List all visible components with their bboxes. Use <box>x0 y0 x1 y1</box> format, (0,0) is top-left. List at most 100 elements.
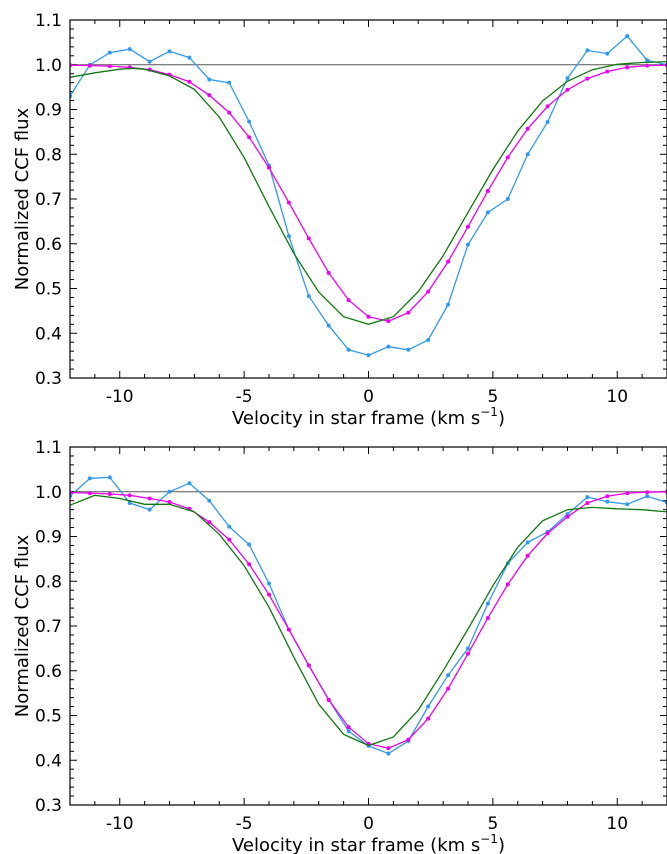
series-point-0 <box>466 242 470 247</box>
x-tick-label: -10 <box>106 814 134 834</box>
panel-top: -10 -5 0 5 10 0.3 0.4 0.5 0.6 0.7 0.8 0.9 1.0 1.1 Vel… <box>12 11 667 429</box>
series-point-0 <box>127 47 132 52</box>
x-tick-label: 10 <box>606 387 628 407</box>
x-tick-label: -5 <box>236 814 253 834</box>
series-point-1 <box>386 319 391 324</box>
series-point-1 <box>286 627 291 632</box>
series-point-1 <box>446 686 451 691</box>
series-point-0 <box>247 119 252 124</box>
series-point-1 <box>346 298 351 303</box>
series-point-1 <box>565 87 570 92</box>
series-point-0 <box>187 481 192 486</box>
series-point-1 <box>366 314 371 319</box>
series-point-1 <box>406 310 411 315</box>
series-point-0 <box>466 646 470 651</box>
y-tick-label: 0.8 <box>35 572 62 592</box>
series-point-0 <box>167 489 172 494</box>
series-point-1 <box>625 65 630 70</box>
series-point-0 <box>446 302 451 307</box>
series-point-1 <box>207 520 212 525</box>
series-point-1 <box>505 582 510 587</box>
series-point-0 <box>87 476 92 481</box>
series-point-0 <box>446 673 451 678</box>
series-point-1 <box>107 64 112 69</box>
series-point-1 <box>346 725 351 730</box>
series-point-0 <box>525 152 530 157</box>
series-point-1 <box>167 500 172 505</box>
x-tick-label: -10 <box>106 387 134 407</box>
series-point-1 <box>545 104 550 109</box>
series-point-1 <box>386 746 391 751</box>
x-tick-label: 5 <box>487 387 498 407</box>
series-point-1 <box>147 496 152 501</box>
series-point-1 <box>605 494 610 499</box>
series-point-1 <box>286 200 291 205</box>
series-point-1 <box>87 63 92 68</box>
ticks-top: -10 -5 0 5 10 0.3 0.4 0.5 0.6 0.7 0.8 0.9 1.0 1.1 <box>35 11 667 407</box>
series-point-0 <box>346 729 351 734</box>
series-point-0 <box>525 540 530 545</box>
series-point-1 <box>87 491 92 496</box>
series-point-1 <box>227 110 232 115</box>
series-point-0 <box>306 294 311 299</box>
series-point-1 <box>605 69 610 74</box>
series-point-1 <box>466 651 470 656</box>
series-layer-bottom <box>70 475 667 756</box>
series-point-0 <box>207 498 212 503</box>
series-point-0 <box>585 48 590 53</box>
x-axis-label-top: Velocity in star frame (km s−1) <box>232 405 505 429</box>
series-point-0 <box>605 51 610 56</box>
panel-bottom: -10 -5 0 5 10 0.3 0.4 0.5 0.6 0.7 0.8 0.9 1.0 1.1 Vel… <box>12 438 667 854</box>
series-point-0 <box>286 234 291 239</box>
series-point-0 <box>107 475 112 480</box>
series-point-0 <box>505 197 510 201</box>
series-point-1 <box>207 93 212 98</box>
series-point-0 <box>585 495 590 500</box>
series-point-1 <box>406 737 411 742</box>
x-axis-label-bottom: Velocity in star frame (km s−1) <box>232 832 505 854</box>
series-point-1 <box>267 165 271 170</box>
y-tick-label: 1.1 <box>35 438 62 458</box>
series-point-1 <box>426 289 431 294</box>
series-point-0 <box>645 58 650 63</box>
series-point-0 <box>645 494 650 499</box>
series-point-0 <box>207 77 212 82</box>
series-line-2 <box>70 60 667 325</box>
y-tick-label: 1.0 <box>35 56 62 76</box>
series-point-1 <box>227 537 232 542</box>
series-line-2 <box>70 494 667 747</box>
series-point-1 <box>306 236 311 241</box>
y-tick-label: 0.6 <box>35 235 62 255</box>
series-point-1 <box>446 259 451 264</box>
series-point-0 <box>545 120 550 125</box>
series-point-0 <box>605 499 610 504</box>
axes-frame-bottom <box>69 446 667 806</box>
y-tick-label: 0.5 <box>35 280 62 300</box>
series-point-1 <box>525 553 530 558</box>
series-point-0 <box>127 500 132 505</box>
series-point-1 <box>247 135 252 140</box>
series-point-1 <box>645 490 650 495</box>
y-tick-label: 0.4 <box>35 751 62 771</box>
series-point-1 <box>426 716 431 721</box>
series-point-0 <box>485 210 490 215</box>
series-point-0 <box>565 76 570 81</box>
y-tick-label: 0.5 <box>35 707 62 727</box>
series-point-0 <box>406 347 411 352</box>
series-layer-top <box>70 34 667 358</box>
y-axis-label-bottom: Normalized CCF flux <box>12 534 33 717</box>
series-point-1 <box>267 592 271 597</box>
series-point-1 <box>585 500 590 505</box>
x-tick-label: 0 <box>363 814 374 834</box>
ticks-bottom: -10 -5 0 5 10 0.3 0.4 0.5 0.6 0.7 0.8 0.9 1.0 1.1 <box>35 438 667 834</box>
series-point-1 <box>107 491 112 496</box>
series-point-1 <box>306 663 311 668</box>
series-point-0 <box>426 337 431 342</box>
series-point-0 <box>625 34 630 39</box>
x-tick-label: 5 <box>487 814 498 834</box>
series-point-0 <box>346 347 351 352</box>
series-point-0 <box>187 55 192 60</box>
series-point-1 <box>326 270 331 275</box>
series-point-0 <box>366 353 371 358</box>
